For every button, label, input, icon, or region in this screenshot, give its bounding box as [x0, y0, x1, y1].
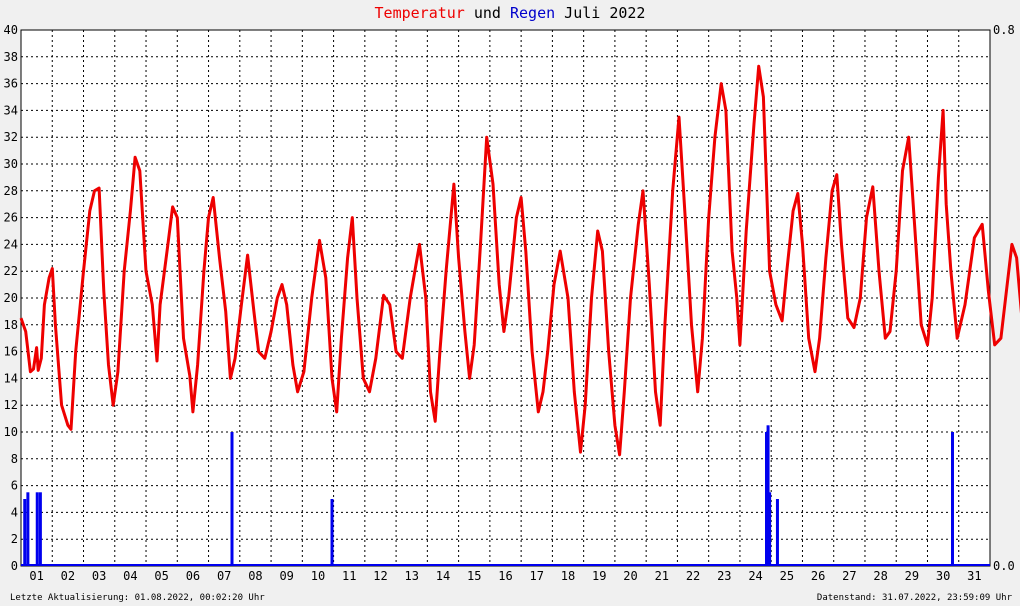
title-temperature-word: Temperatur — [374, 4, 465, 22]
rain-bar — [775, 499, 779, 566]
x-tick-label: 14 — [436, 569, 450, 583]
y-tick-label: 4 — [11, 505, 18, 519]
x-tick-label: 06 — [186, 569, 200, 583]
data-status-footer: Datenstand: 31.07.2022, 23:59:09 Uhr — [816, 593, 1012, 603]
chart-title: Temperatur und Regen Juli 2022 — [0, 4, 1020, 22]
x-tick-label: 23 — [717, 569, 731, 583]
x-tick-label: 20 — [623, 569, 637, 583]
rain-bar — [950, 432, 954, 566]
title-and-word: und — [464, 4, 510, 22]
y-tick-label: 30 — [4, 157, 18, 171]
title-rain-word: Regen — [510, 4, 556, 22]
y-tick-label: 8 — [11, 452, 18, 466]
x-tick-label: 12 — [373, 569, 387, 583]
rain-bar — [768, 492, 772, 566]
x-tick-label: 25 — [780, 569, 794, 583]
y-tick-label: 12 — [4, 398, 18, 412]
y-tick-label: 40 — [4, 23, 18, 37]
x-tick-label: 08 — [248, 569, 262, 583]
x-tick-label: 28 — [873, 569, 887, 583]
x-tick-label: 22 — [686, 569, 700, 583]
x-tick-label: 21 — [655, 569, 669, 583]
x-tick-label: 10 — [311, 569, 325, 583]
x-tick-label: 31 — [967, 569, 981, 583]
x-tick-label: 26 — [811, 569, 825, 583]
y-tick-label: 38 — [4, 50, 18, 64]
x-tick-label: 01 — [29, 569, 43, 583]
rain-bar — [35, 492, 39, 566]
x-tick-label: 13 — [404, 569, 418, 583]
x-tick-label: 30 — [936, 569, 950, 583]
x-tick-label: 16 — [498, 569, 512, 583]
rain-bar — [765, 432, 769, 566]
y-tick-label: 0 — [11, 559, 18, 573]
y-tick-label: 34 — [4, 103, 18, 117]
rain-bar — [766, 425, 770, 566]
y-tick-label: 20 — [4, 291, 18, 305]
rain-bar — [330, 499, 334, 566]
rain-bar — [26, 492, 30, 566]
y-tick-label: 18 — [4, 318, 18, 332]
y-tick-label: 14 — [4, 371, 18, 385]
temperature-line — [19, 64, 1020, 457]
y-tick-label: 22 — [4, 264, 18, 278]
y-tick-label: 26 — [4, 211, 18, 225]
x-tick-label: 18 — [561, 569, 575, 583]
x-tick-label: 09 — [279, 569, 293, 583]
x-tick-label: 11 — [342, 569, 356, 583]
x-tick-label: 07 — [217, 569, 231, 583]
rain-bar — [230, 432, 234, 566]
y-right-tick-label: 0.8 — [993, 23, 1015, 37]
y-tick-label: 24 — [4, 237, 18, 251]
x-tick-label: 05 — [154, 569, 168, 583]
x-tick-label: 27 — [842, 569, 856, 583]
x-tick-label: 03 — [92, 569, 106, 583]
y-tick-label: 36 — [4, 77, 18, 91]
x-tick-label: 15 — [467, 569, 481, 583]
x-tick-label: 29 — [905, 569, 919, 583]
last-update-footer: Letzte Aktualisierung: 01.08.2022, 00:02… — [10, 593, 265, 603]
x-tick-label: 17 — [530, 569, 544, 583]
y-tick-label: 32 — [4, 130, 18, 144]
y-tick-label: 2 — [11, 532, 18, 546]
rain-bar — [23, 499, 27, 566]
y-tick-label: 6 — [11, 479, 18, 493]
y-tick-label: 10 — [4, 425, 18, 439]
y-tick-label: 16 — [4, 345, 18, 359]
x-tick-label: 04 — [123, 569, 137, 583]
x-tick-label: 19 — [592, 569, 606, 583]
x-tick-label: 02 — [61, 569, 75, 583]
y-right-tick-label: 0.0 — [993, 559, 1015, 573]
x-tick-label: 24 — [748, 569, 762, 583]
rain-bar — [38, 492, 42, 566]
y-tick-label: 28 — [4, 184, 18, 198]
title-month-year: Juli 2022 — [555, 4, 646, 22]
